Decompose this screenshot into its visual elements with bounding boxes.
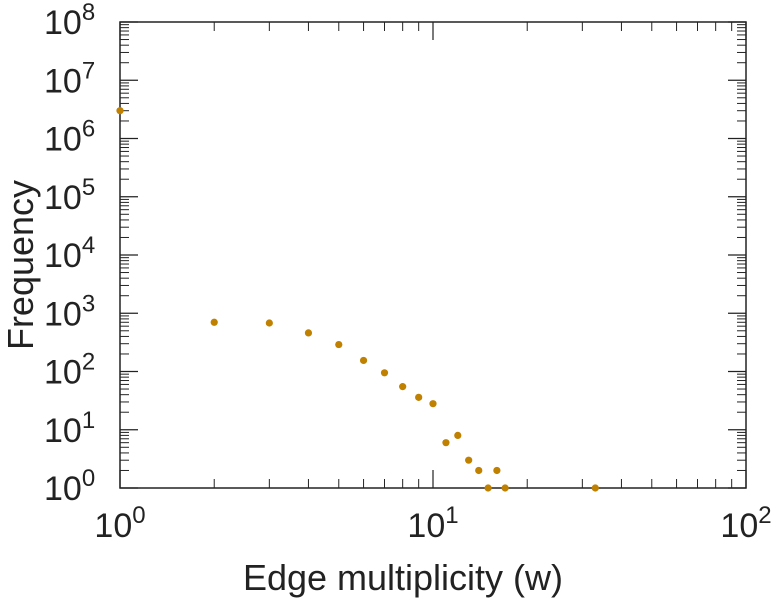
data-point (335, 340, 343, 349)
data-point (116, 107, 124, 115)
y-tick-label: 106 (44, 116, 95, 159)
data-point (304, 329, 313, 337)
data-point (442, 439, 450, 447)
y-tick-label: 107 (44, 57, 95, 100)
data-points (116, 107, 599, 492)
data-point (591, 484, 599, 492)
data-point (415, 393, 423, 401)
data-point (399, 383, 407, 391)
data-point (454, 431, 462, 439)
y-tick-label: 100 (44, 465, 95, 508)
plot-frame (119, 21, 747, 489)
data-point (265, 319, 273, 327)
x-axis-label: Edge multiplicity (w) (243, 557, 563, 598)
data-point (475, 466, 483, 475)
data-point (501, 484, 509, 492)
x-tick-labels: 100 101 102 (94, 502, 771, 545)
data-point (484, 484, 492, 492)
minor-ticks (120, 22, 746, 488)
x-tick-label: 102 (720, 502, 771, 545)
data-point (359, 356, 368, 365)
y-tick-label: 101 (44, 407, 95, 450)
major-ticks (119, 21, 747, 489)
data-point (465, 456, 473, 464)
x-tick-label: 101 (407, 502, 458, 545)
y-tick-label: 108 (44, 0, 95, 42)
x-tick-label: 100 (94, 502, 145, 545)
y-tick-label: 103 (44, 290, 95, 333)
y-axis-label: Frequency (0, 180, 41, 350)
data-point (429, 400, 437, 408)
data-point (380, 369, 389, 377)
data-point (210, 318, 218, 326)
y-tick-labels: 100 101 102 103 104 105 106 107 108 (44, 0, 95, 508)
y-tick-label: 104 (44, 232, 95, 275)
y-tick-label: 102 (44, 349, 95, 392)
data-point (493, 466, 501, 475)
y-tick-label: 105 (44, 174, 95, 217)
